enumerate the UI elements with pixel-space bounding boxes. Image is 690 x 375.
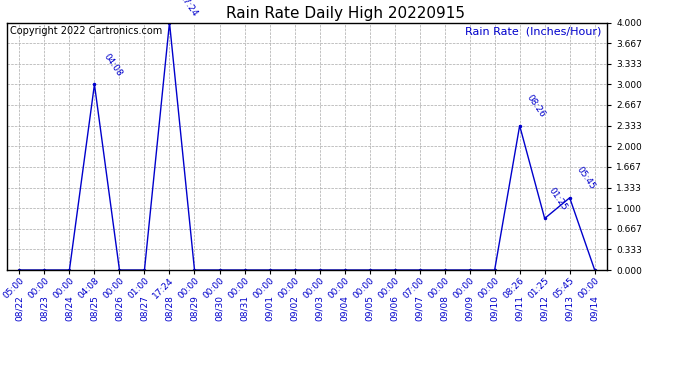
Text: 01:25: 01:25 — [547, 186, 569, 212]
Text: 04:08: 04:08 — [102, 52, 124, 78]
Text: Copyright 2022 Cartronics.com: Copyright 2022 Cartronics.com — [10, 26, 162, 36]
Text: Rain Rate  (Inches/Hour): Rain Rate (Inches/Hour) — [465, 26, 601, 36]
Text: Rain Rate Daily High 20220915: Rain Rate Daily High 20220915 — [226, 6, 464, 21]
Text: 05:45: 05:45 — [575, 165, 597, 192]
Text: 08:26: 08:26 — [524, 93, 546, 120]
Text: 17:24: 17:24 — [177, 0, 199, 20]
